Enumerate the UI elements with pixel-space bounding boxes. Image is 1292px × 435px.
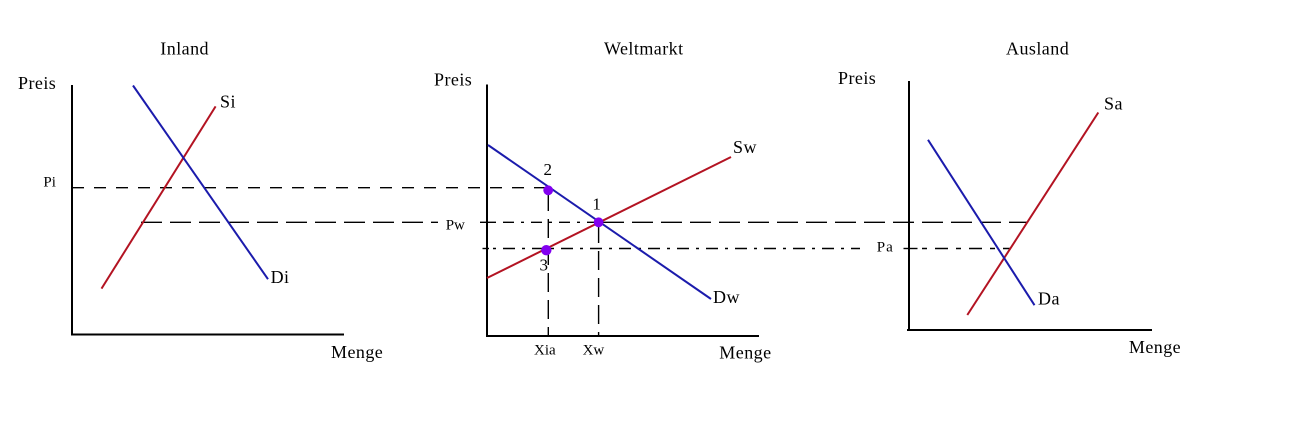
svg-text:1: 1 xyxy=(592,194,601,213)
svg-text:2: 2 xyxy=(544,160,553,179)
svg-text:Ausland: Ausland xyxy=(1006,38,1069,58)
svg-text:Preis: Preis xyxy=(18,73,56,93)
svg-text:Inland: Inland xyxy=(160,38,209,58)
svg-text:Sa: Sa xyxy=(1104,94,1123,114)
svg-text:Di: Di xyxy=(271,267,290,287)
svg-text:Pa: Pa xyxy=(877,240,894,256)
svg-text:Weltmarkt: Weltmarkt xyxy=(604,38,684,58)
svg-text:3: 3 xyxy=(540,256,549,275)
svg-text:Xia: Xia xyxy=(534,343,556,359)
svg-text:Menge: Menge xyxy=(719,342,771,362)
svg-text:Xw: Xw xyxy=(583,343,605,359)
svg-text:Pw: Pw xyxy=(446,218,465,234)
svg-text:Dw: Dw xyxy=(713,287,740,307)
svg-text:Pi: Pi xyxy=(43,175,56,191)
svg-text:Sw: Sw xyxy=(733,137,757,157)
svg-text:Menge: Menge xyxy=(331,342,383,362)
svg-text:Preis: Preis xyxy=(838,68,876,88)
svg-text:Si: Si xyxy=(220,92,236,112)
svg-text:Preis: Preis xyxy=(434,70,472,90)
svg-text:Da: Da xyxy=(1038,289,1060,309)
svg-text:Menge: Menge xyxy=(1129,337,1181,357)
